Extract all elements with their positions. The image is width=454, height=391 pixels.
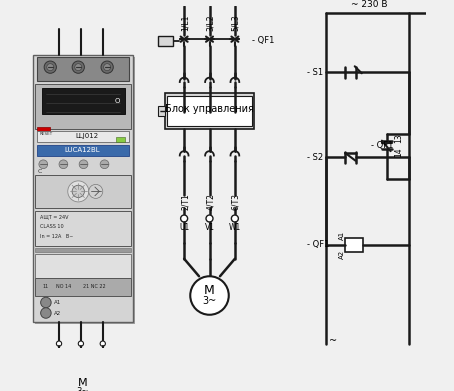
Bar: [35, 255, 131, 278]
Text: 14: 14: [394, 147, 403, 157]
Circle shape: [41, 308, 51, 318]
Text: RESET: RESET: [40, 132, 53, 136]
Text: U1: U1: [179, 223, 189, 232]
Text: A1: A1: [339, 231, 345, 240]
Text: In = 12A   B~: In = 12A B~: [40, 233, 73, 239]
Text: ~ 230 В: ~ 230 В: [351, 0, 388, 9]
Circle shape: [47, 64, 54, 71]
Text: 5/L3: 5/L3: [231, 14, 240, 31]
Bar: [41, 88, 125, 115]
Text: LUCA12BL: LUCA12BL: [65, 147, 100, 153]
Circle shape: [100, 160, 109, 169]
Text: 1/L1: 1/L1: [181, 14, 189, 31]
Bar: [33, 55, 133, 322]
Text: 3~: 3~: [202, 296, 217, 306]
Text: - QF1: - QF1: [252, 36, 275, 45]
Bar: [35, 211, 131, 246]
Text: - S2: - S2: [306, 153, 323, 162]
Bar: [35, 57, 135, 323]
Bar: [158, 36, 173, 46]
Bar: [37, 57, 129, 81]
Circle shape: [39, 160, 48, 169]
Text: 11: 11: [43, 284, 49, 289]
Text: NO 14: NO 14: [56, 284, 71, 289]
Circle shape: [41, 297, 51, 308]
Text: 3/L2: 3/L2: [206, 14, 215, 31]
Text: - QF1: - QF1: [371, 140, 394, 149]
Circle shape: [78, 341, 84, 346]
Circle shape: [59, 160, 68, 169]
Text: W1: W1: [229, 223, 241, 232]
Bar: [35, 278, 131, 296]
Bar: [37, 145, 129, 156]
Bar: [165, 93, 254, 129]
Text: CLASS 10: CLASS 10: [40, 224, 64, 229]
Circle shape: [190, 276, 229, 315]
Text: 13: 13: [394, 133, 403, 143]
Bar: [345, 238, 363, 252]
Text: - QF1: - QF1: [306, 240, 329, 249]
Text: AЩТ = 24V: AЩТ = 24V: [40, 214, 68, 219]
Circle shape: [72, 185, 84, 197]
Text: ~: ~: [329, 336, 337, 346]
Text: M: M: [78, 378, 88, 388]
Bar: [167, 96, 252, 126]
Text: 4/T2: 4/T2: [206, 194, 215, 210]
Circle shape: [232, 215, 238, 222]
Bar: [158, 106, 165, 116]
Text: 2/T1: 2/T1: [181, 194, 189, 210]
Text: A2: A2: [54, 310, 61, 316]
Text: LLJ012: LLJ012: [75, 133, 99, 139]
Bar: [35, 84, 131, 129]
Circle shape: [89, 185, 103, 198]
Text: C: C: [37, 169, 41, 174]
Circle shape: [75, 64, 82, 71]
Circle shape: [101, 61, 113, 73]
Text: O: O: [115, 98, 120, 104]
Circle shape: [65, 370, 100, 391]
Text: M: M: [204, 284, 215, 297]
Circle shape: [44, 61, 56, 73]
Circle shape: [56, 341, 62, 346]
Text: V1: V1: [204, 223, 214, 232]
Circle shape: [206, 215, 213, 222]
Circle shape: [100, 341, 105, 346]
Text: Блок управления: Блок управления: [165, 104, 254, 114]
Bar: [37, 131, 129, 142]
Text: 21 NC 22: 21 NC 22: [83, 284, 105, 289]
Circle shape: [72, 61, 84, 73]
Bar: [35, 175, 131, 208]
Bar: [35, 248, 131, 252]
Circle shape: [104, 64, 111, 71]
Circle shape: [181, 215, 188, 222]
Bar: [37, 127, 50, 131]
Text: 3~: 3~: [76, 387, 89, 391]
Text: 6/T3: 6/T3: [231, 194, 240, 210]
Bar: [116, 137, 125, 142]
Text: A1: A1: [54, 300, 61, 305]
Circle shape: [68, 181, 89, 202]
Text: A2: A2: [339, 250, 345, 259]
Circle shape: [79, 160, 88, 169]
Text: - S1: - S1: [306, 68, 323, 77]
